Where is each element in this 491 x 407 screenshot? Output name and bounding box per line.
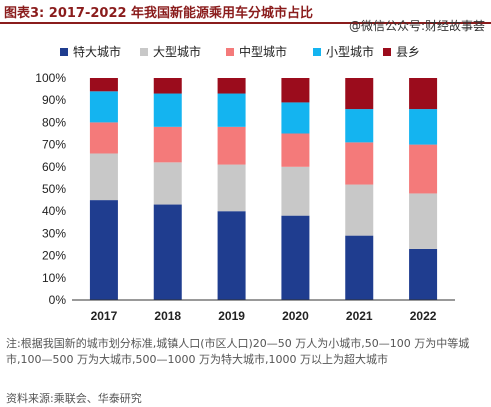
bar-segment <box>409 193 438 249</box>
stacked-bar-chart: 特大城市 大型城市 中型城市 小型城市 县乡 0% 10% 20% 30% 40% 50% 60% 7… <box>35 44 455 323</box>
bar-segment <box>217 78 246 94</box>
y-tick-label: 60% <box>42 160 66 174</box>
figure-title: 图表3: 2017-2022 年我国新能源乘用车分城市占比 <box>4 6 314 21</box>
y-tick-label: 70% <box>42 138 66 152</box>
legend-swatch <box>60 48 68 56</box>
x-tick-label: 2018 <box>154 309 181 323</box>
bar-segment <box>345 78 374 110</box>
legend-swatch <box>383 48 391 56</box>
x-tick-label: 2019 <box>218 309 245 323</box>
bar-segment <box>153 162 182 205</box>
bar-segment <box>89 200 118 300</box>
bar-segment <box>153 78 182 94</box>
legend-swatch <box>226 48 234 56</box>
bar-segment <box>281 133 310 167</box>
bar-segment <box>345 142 374 185</box>
bars-group <box>89 78 438 300</box>
y-axis: 0% 10% 20% 30% 40% 50% 60% 70% 80% 90% 100% <box>35 71 66 307</box>
legend-label: 县乡 <box>396 45 420 59</box>
legend-swatch <box>140 48 148 56</box>
legend-label: 小型城市 <box>326 44 374 59</box>
x-axis: 2017 2018 2019 2020 2021 2022 <box>72 299 455 323</box>
x-tick-label: 2021 <box>346 309 373 323</box>
y-tick-label: 80% <box>42 115 66 129</box>
bar-segment <box>153 93 182 127</box>
bar-segment <box>281 215 310 300</box>
y-tick-label: 100% <box>35 71 66 85</box>
bar-segment <box>281 166 310 216</box>
x-tick-label: 2020 <box>282 309 309 323</box>
figure-header: 图表3: 2017-2022 年我国新能源乘用车分城市占比 <box>0 0 491 24</box>
legend-label: 中型城市 <box>239 44 287 59</box>
bar-segment <box>345 109 374 143</box>
chart-legend: 特大城市 大型城市 中型城市 小型城市 县乡 <box>60 44 420 59</box>
bar-segment <box>409 78 438 110</box>
bar-segment <box>281 102 310 134</box>
y-tick-label: 0% <box>49 293 67 307</box>
y-tick-label: 40% <box>42 204 66 218</box>
y-tick-label: 50% <box>42 182 66 196</box>
bar-segment <box>89 78 118 92</box>
bar-segment <box>217 211 246 300</box>
legend-swatch <box>313 48 321 56</box>
y-tick-label: 20% <box>42 249 66 263</box>
bar-segment <box>217 93 246 127</box>
legend-label: 特大城市 <box>73 44 121 59</box>
bar-segment <box>89 122 118 154</box>
bar-segment <box>345 184 374 236</box>
x-tick-label: 2017 <box>91 309 118 323</box>
watermark: @微信公众号:财经故事荟 <box>348 19 485 33</box>
bar-segment <box>217 126 246 165</box>
bar-segment <box>153 126 182 163</box>
bar-segment <box>409 144 438 194</box>
bar-segment <box>409 109 438 145</box>
bar-segment <box>281 78 310 103</box>
legend-label: 大型城市 <box>153 44 201 59</box>
y-tick-label: 90% <box>42 93 66 107</box>
bar-segment <box>409 248 438 300</box>
bar-segment <box>217 164 246 212</box>
footnote: 注:根据我国新的城市划分标准,城镇人口(市区人口)20—50 万人为小城市,50… <box>6 337 470 366</box>
source-line: 资料来源:乘联会、华泰研究 <box>6 392 142 405</box>
bar-segment <box>89 153 118 201</box>
bar-segment <box>89 91 118 123</box>
y-tick-label: 30% <box>42 226 66 240</box>
bar-segment <box>345 235 374 300</box>
bar-segment <box>153 204 182 300</box>
y-tick-label: 10% <box>42 271 66 285</box>
x-tick-label: 2022 <box>410 309 437 323</box>
